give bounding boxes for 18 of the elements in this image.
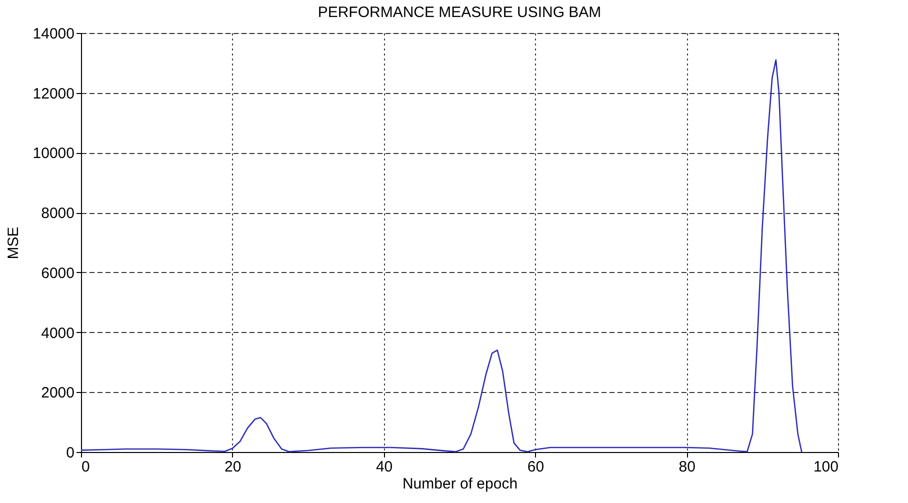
x-tick-label: 100 [813,458,838,476]
y-tick-label: 12000 [32,85,74,102]
x-tick-label: 80 [678,458,696,476]
chart-title: PERFORMANCE MEASURE USING BAM [318,4,602,21]
x-tick-label: 0 [82,458,90,476]
x-tick-label: 60 [527,458,544,476]
y-tick-label: 2000 [41,384,74,402]
y-tick-label: 6000 [41,264,74,282]
x-tick-label: 20 [224,458,242,476]
y-tick-label: 14000 [32,26,74,42]
x-axis-title: Number of epoch [402,476,518,492]
line-series [80,59,802,453]
y-axis-title: MSE [4,226,22,260]
y-tick-label: 8000 [41,205,74,222]
x-tick-label: 40 [376,458,393,476]
y-tick-label: 4000 [41,324,74,342]
y-tick-label: 0 [66,444,74,462]
y-tick-label: 10000 [32,145,74,162]
